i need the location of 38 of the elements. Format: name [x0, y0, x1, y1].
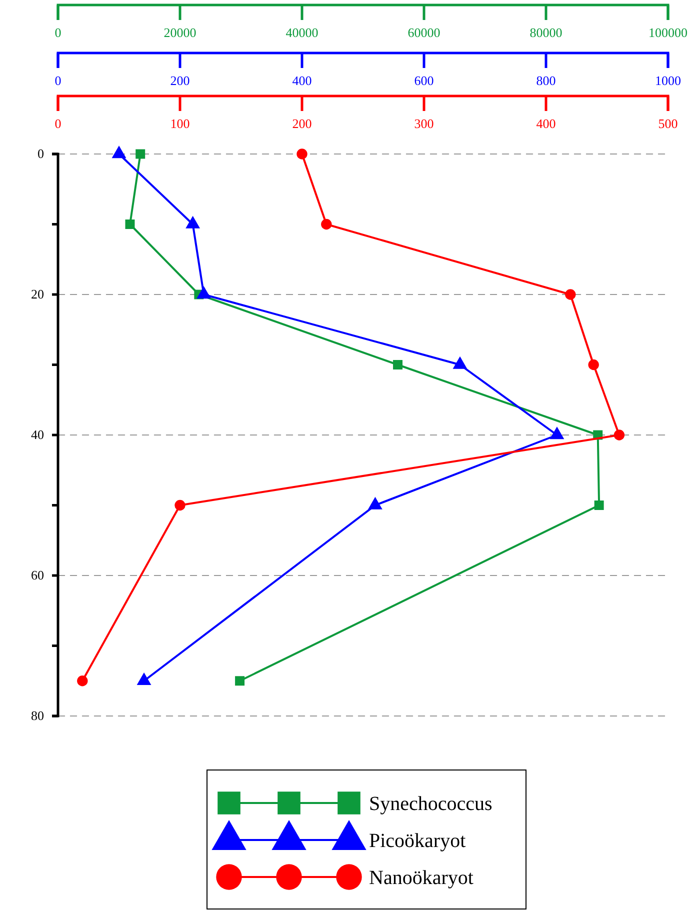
- point: [393, 360, 403, 370]
- point: [588, 359, 599, 370]
- x2-tick-label: 400: [292, 73, 312, 88]
- point: [235, 676, 245, 686]
- point: [136, 149, 146, 159]
- x2-tick-label: 800: [536, 73, 556, 88]
- x-tick-label: 500: [658, 116, 678, 132]
- x2-tick-label: 0: [54, 73, 62, 88]
- x-tick-label: 20000: [164, 25, 196, 40]
- legend-label: Picoökaryot: [369, 830, 466, 852]
- x-tick-label: 100000: [648, 25, 688, 40]
- x-tick-label: 40000: [286, 25, 318, 40]
- y-tick-label: 20: [31, 286, 44, 302]
- x-tick-label: 400: [536, 116, 556, 132]
- y-tick-label: 40: [31, 427, 44, 442]
- point: [125, 220, 135, 229]
- point: [321, 218, 332, 230]
- y-tick-label: 80: [31, 708, 44, 724]
- point: [174, 500, 186, 511]
- x-tick-label: 100: [170, 116, 190, 132]
- x2-tick-label: 200: [170, 73, 190, 88]
- x-tick-label: 0: [54, 116, 62, 132]
- x2-tick-label: 600: [414, 73, 434, 88]
- x-tick-label: 200: [292, 116, 312, 132]
- point: [565, 289, 576, 300]
- x2-tick-label: 1000: [655, 73, 681, 88]
- point: [614, 430, 625, 440]
- x-tick-label: 60000: [408, 25, 440, 40]
- point: [296, 148, 308, 160]
- x-tick-label: 80000: [530, 25, 562, 40]
- point: [594, 500, 604, 510]
- y-tick-label: 0: [38, 146, 44, 162]
- legend-label: Nanoökaryot: [369, 867, 474, 889]
- point: [77, 676, 88, 686]
- y-tick-label: 60: [31, 568, 44, 583]
- x-tick-label: 300: [414, 116, 434, 132]
- legend-label: Synechococcus: [369, 793, 493, 815]
- x-tick-label: 0: [54, 25, 62, 40]
